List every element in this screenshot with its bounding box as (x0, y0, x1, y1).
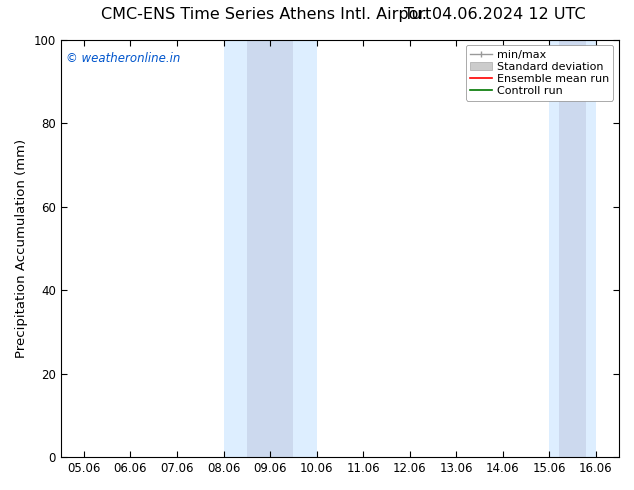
Bar (224, 40, 316, 457)
Text: CMC-ENS Time Series Athens Intl. Airport: CMC-ENS Time Series Athens Intl. Airport (101, 7, 432, 23)
Text: Tu. 04.06.2024 12 UTC: Tu. 04.06.2024 12 UTC (404, 7, 585, 23)
Bar (247, 40, 294, 457)
Y-axis label: Precipitation Accumulation (mm): Precipitation Accumulation (mm) (15, 139, 28, 358)
Legend: min/max, Standard deviation, Ensemble mean run, Controll run: min/max, Standard deviation, Ensemble me… (465, 45, 614, 101)
Text: © weatheronline.in: © weatheronline.in (66, 52, 181, 65)
Bar (559, 40, 586, 457)
Bar (549, 40, 596, 457)
